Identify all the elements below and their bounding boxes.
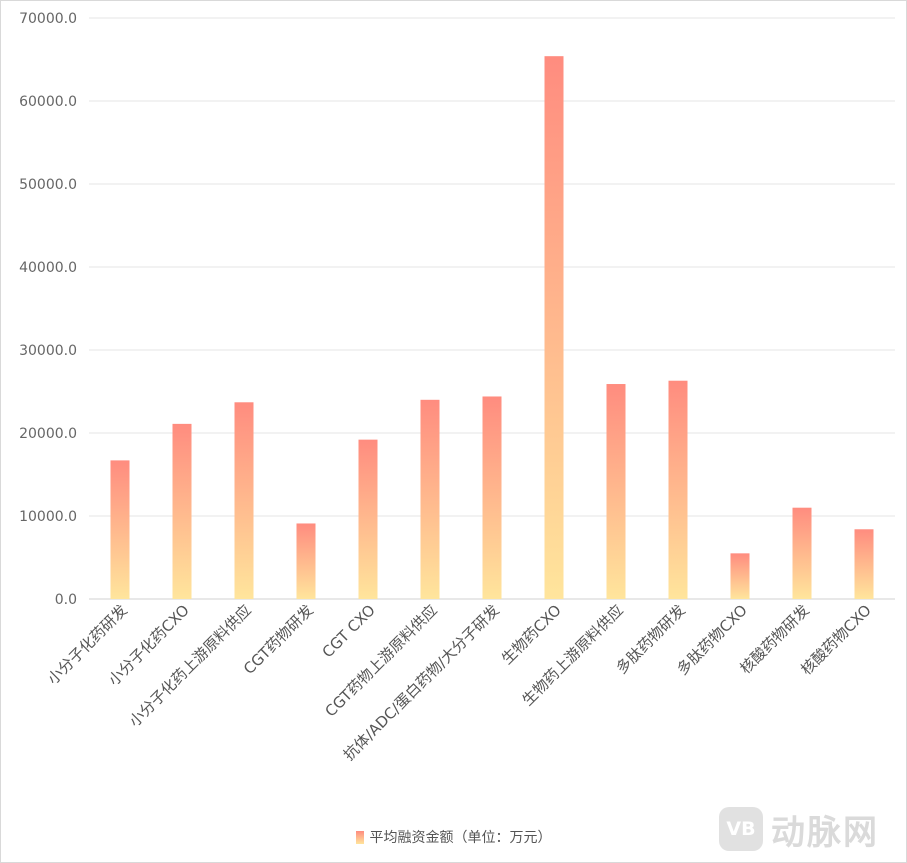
y-tick-label: 50000.0 xyxy=(19,177,77,193)
y-tick-label: 0.0 xyxy=(55,592,77,608)
watermark-logo-icon: VB xyxy=(719,807,763,851)
y-tick-label: 10000.0 xyxy=(19,509,77,525)
bar[interactable] xyxy=(482,396,502,599)
bar[interactable] xyxy=(358,439,378,599)
y-tick-label: 40000.0 xyxy=(19,260,77,276)
x-tick-label: CGT CXO xyxy=(319,601,379,661)
y-tick-label: 20000.0 xyxy=(19,426,77,442)
bar[interactable] xyxy=(296,523,316,599)
bar[interactable] xyxy=(234,402,254,599)
bar[interactable] xyxy=(172,423,192,599)
x-tick-label: CGT药物上游原料供应 xyxy=(322,601,441,720)
bar[interactable] xyxy=(544,56,564,600)
bar[interactable] xyxy=(420,399,440,599)
legend-swatch xyxy=(355,830,364,844)
bar[interactable] xyxy=(668,380,688,599)
bar[interactable] xyxy=(854,529,874,599)
watermark-text: 动脉网 xyxy=(771,812,879,853)
legend-label: 平均融资金额（单位：万元） xyxy=(369,830,552,846)
y-tick-label: 30000.0 xyxy=(19,343,77,359)
legend[interactable]: 平均融资金额（单位：万元） xyxy=(1,827,906,847)
bar[interactable] xyxy=(606,384,626,599)
y-tick-label: 70000.0 xyxy=(19,11,77,27)
x-tick-label: 生物药CXO xyxy=(498,601,565,668)
y-tick-label: 60000.0 xyxy=(19,94,77,110)
bar[interactable] xyxy=(730,553,750,599)
bar[interactable] xyxy=(792,507,812,599)
watermark: VB 动脉网 xyxy=(719,801,899,857)
x-tick-label: 小分子化药上游原料供应 xyxy=(125,601,254,730)
bar[interactable] xyxy=(110,460,130,599)
